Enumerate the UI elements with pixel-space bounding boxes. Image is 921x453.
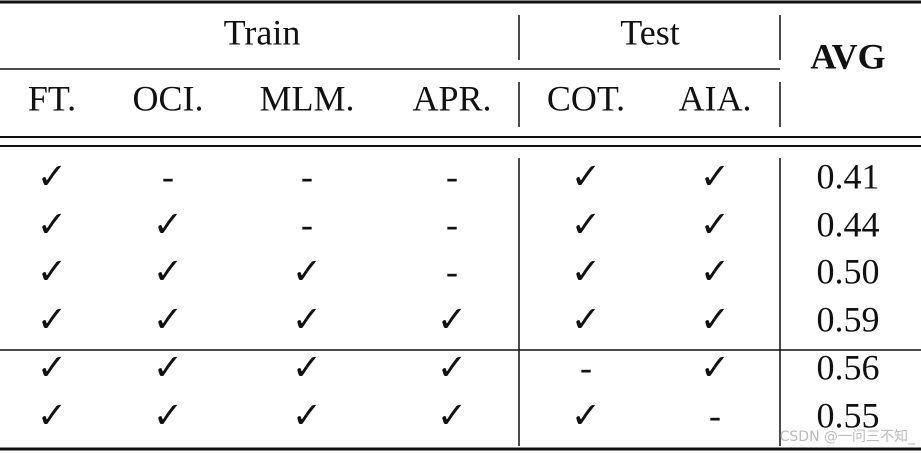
cell: ✓ [292,299,322,339]
column-header: MLM. [259,78,354,118]
cell: ✓ [153,347,183,387]
cell: ✓ [571,251,601,291]
cell: - [580,347,592,387]
column-header: COT. [547,78,625,118]
cell: ✓ [700,299,730,339]
cell: - [162,156,174,196]
avg-cell: 0.50 [817,251,880,291]
avg-header: AVG [810,36,885,76]
cell: ✓ [700,347,730,387]
group-header: Test [620,12,679,52]
cell: ✓ [571,204,601,244]
cell: ✓ [292,395,322,435]
cell: ✓ [571,395,601,435]
cell: - [301,156,313,196]
avg-cell: 0.41 [817,156,880,196]
cell: ✓ [571,299,601,339]
cell: ✓ [37,395,67,435]
cell: ✓ [700,156,730,196]
cell: ✓ [700,251,730,291]
cell: - [446,156,458,196]
cell: ✓ [437,347,467,387]
avg-cell: 0.59 [817,299,880,339]
cell: ✓ [153,204,183,244]
cell: - [709,395,721,435]
cell: - [446,204,458,244]
avg-cell: 0.56 [817,347,880,387]
cell: ✓ [571,156,601,196]
cell: ✓ [437,299,467,339]
cell: ✓ [153,299,183,339]
avg-cell: 0.55 [817,395,880,435]
avg-cell: 0.44 [817,204,880,244]
cell: ✓ [292,251,322,291]
column-header: FT. [28,78,76,118]
cell: ✓ [37,251,67,291]
cell: ✓ [292,347,322,387]
cell: ✓ [37,299,67,339]
cell: - [446,251,458,291]
column-header: AIA. [679,78,752,118]
cell: ✓ [37,347,67,387]
group-header: Train [224,12,301,52]
cell: - [301,204,313,244]
cell: ✓ [37,204,67,244]
cell: ✓ [700,204,730,244]
cell: ✓ [153,395,183,435]
vertical-rules [518,15,781,446]
column-header: OCI. [133,78,204,118]
cell: ✓ [37,156,67,196]
watermark: CSDN @一问三不知_ [780,428,916,445]
cell: ✓ [437,395,467,435]
cell: ✓ [153,251,183,291]
column-header: APR. [412,78,491,118]
